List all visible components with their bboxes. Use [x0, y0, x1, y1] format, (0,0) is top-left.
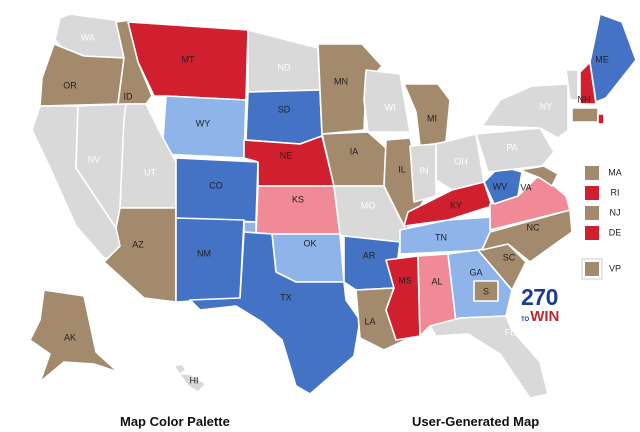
state-WI[interactable] [363, 69, 411, 133]
state-S-box[interactable] [473, 280, 499, 302]
state-NH[interactable] [579, 61, 597, 105]
state-RI-mini[interactable] [597, 113, 605, 125]
logo-number: 270 [521, 284, 558, 310]
state-MA-mini[interactable] [571, 107, 599, 123]
state-ME[interactable] [589, 13, 637, 103]
legend-label-ma: MA [608, 167, 622, 177]
legend-box-de[interactable] [585, 226, 599, 240]
label-VT: VT [565, 54, 577, 64]
state-MI[interactable] [403, 83, 451, 147]
map-color-palette-heading: Map Color Palette [120, 414, 230, 429]
state-IN[interactable] [409, 143, 437, 203]
legend-label-ri: RI [611, 187, 620, 197]
legend-label-vp: VP [609, 263, 621, 273]
label-CA: CA [42, 178, 55, 188]
logo-to: TO [521, 317, 530, 323]
state-SD[interactable] [245, 89, 323, 145]
state-MD[interactable] [519, 165, 559, 187]
user-generated-map-heading: User-Generated Map [412, 414, 540, 429]
state-NM[interactable] [175, 217, 245, 303]
270towin-logo: 270 TOWIN [521, 286, 559, 325]
state-HI[interactable] [173, 363, 207, 393]
legend-label-nj: NJ [610, 207, 621, 217]
state-FL[interactable] [429, 315, 549, 399]
state-KS[interactable] [255, 185, 341, 235]
state-AK[interactable] [29, 289, 119, 383]
legend-vp-frame [581, 258, 603, 280]
legend-box-ma[interactable] [585, 166, 599, 180]
state-OH[interactable] [435, 133, 485, 191]
state-TX[interactable] [189, 231, 361, 395]
state-MS[interactable] [385, 255, 421, 341]
logo-win: WIN [530, 308, 560, 325]
state-CO[interactable] [175, 157, 259, 223]
legend-box-vp[interactable] [585, 262, 599, 276]
state-NE[interactable] [243, 135, 335, 187]
state-VT[interactable] [565, 69, 579, 101]
state-NY[interactable] [481, 83, 569, 139]
legend-box-ri[interactable] [585, 186, 599, 200]
state-ND[interactable] [247, 29, 321, 93]
state-PA[interactable] [475, 127, 555, 173]
legend-label-de: DE [609, 227, 622, 237]
us-electoral-map: WA OR CA NV ID MT WY UT AZ CO NM ND SD N… [29, 13, 637, 399]
state-WY[interactable] [161, 95, 247, 159]
state-IA[interactable] [321, 131, 387, 187]
legend-box-nj[interactable] [585, 206, 599, 220]
